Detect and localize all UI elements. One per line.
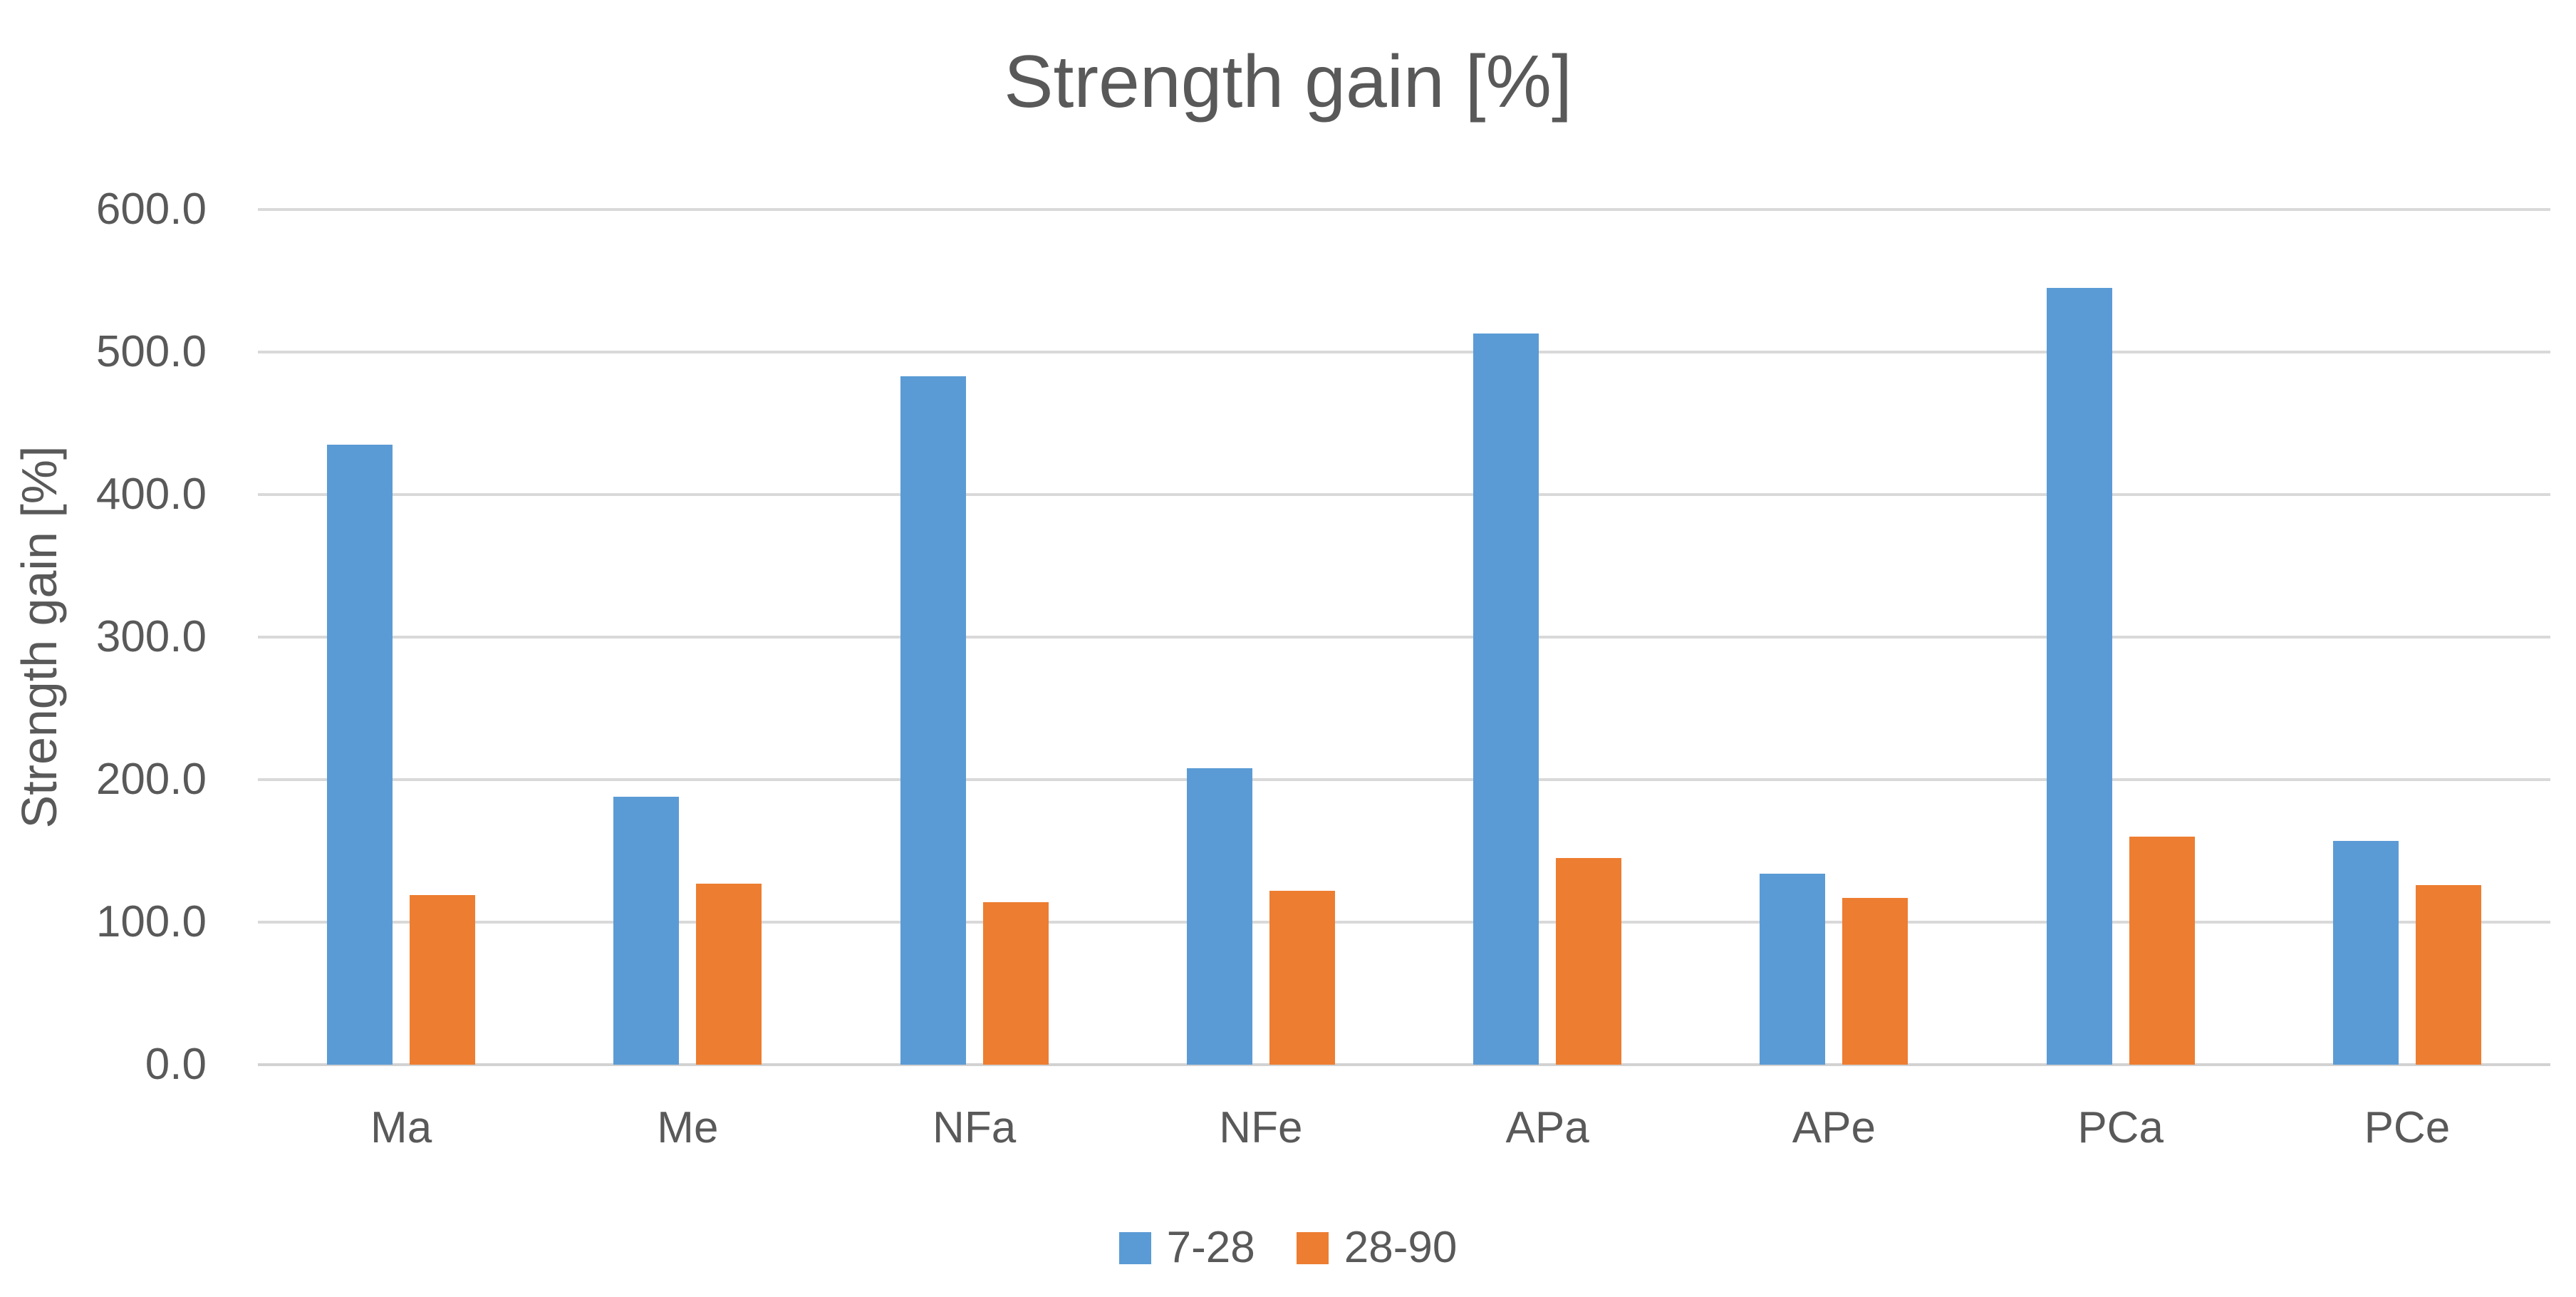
gridline-100: [258, 921, 2550, 924]
y-tick-label-0: 0.0: [145, 1040, 207, 1089]
bar-7-28-APa: [1473, 334, 1539, 1065]
bar-28-90-NFe: [1269, 891, 1335, 1065]
legend-label-7-28: 7-28: [1166, 1223, 1255, 1272]
gridline-0: [258, 1063, 2550, 1066]
x-category-label-PCe: PCe: [2364, 1103, 2451, 1152]
x-category-label-APa: APa: [1505, 1103, 1589, 1152]
legend-item-7-28: 7-28: [1118, 1223, 1255, 1273]
bar-7-28-APe: [1760, 874, 1826, 1065]
bar-28-90-Me: [696, 884, 762, 1065]
legend: 7-28 28-90: [0, 1223, 2576, 1273]
bar-7-28-PCe: [2332, 841, 2399, 1065]
chart-title: Strength gain [%]: [1004, 41, 1572, 123]
gridline-200: [258, 778, 2550, 781]
bar-28-90-APa: [1556, 858, 1622, 1065]
x-category-label-NFe: NFe: [1219, 1103, 1303, 1152]
y-tick-label-600: 600.0: [95, 185, 207, 234]
y-tick-label-100: 100.0: [95, 897, 207, 946]
legend-label-28-90: 28-90: [1344, 1223, 1458, 1272]
y-tick-label-500: 500.0: [95, 327, 207, 376]
x-category-label-APe: APe: [1792, 1103, 1876, 1152]
y-tick-label-400: 400.0: [95, 470, 207, 519]
x-axis-category-labels: Ma Me NFa NFe APa APe PCa PCe: [258, 1103, 2550, 1160]
gridline-600: [258, 208, 2550, 211]
legend-swatch-28-90: [1296, 1231, 1329, 1264]
bar-28-90-APe: [1842, 898, 1908, 1065]
gridline-400: [258, 493, 2550, 496]
x-category-label-PCa: PCa: [2077, 1103, 2164, 1152]
gridline-500: [258, 351, 2550, 353]
bar-28-90-NFa: [982, 902, 1049, 1065]
legend-item-28-90: 28-90: [1296, 1223, 1458, 1273]
bar-7-28-Ma: [327, 445, 393, 1065]
bar-7-28-NFe: [1186, 768, 1252, 1065]
bar-28-90-PCe: [2415, 885, 2481, 1065]
x-category-label-NFa: NFa: [933, 1103, 1017, 1152]
bar-7-28-PCa: [2046, 288, 2112, 1065]
y-tick-label-300: 300.0: [95, 612, 207, 661]
x-category-label-Me: Me: [657, 1103, 719, 1152]
y-tick-label-200: 200.0: [95, 755, 207, 804]
bar-7-28-Me: [613, 797, 680, 1065]
plot-area: [258, 208, 2550, 1066]
legend-swatch-7-28: [1118, 1231, 1151, 1264]
bar-28-90-Ma: [410, 895, 476, 1065]
bar-28-90-PCa: [2129, 837, 2195, 1065]
bar-7-28-NFa: [900, 376, 966, 1065]
y-axis-tick-labels: 0.0 100.0 200.0 300.0 400.0 500.0 600.0: [0, 185, 207, 1089]
gridline-300: [258, 636, 2550, 639]
x-category-label-Ma: Ma: [370, 1103, 432, 1152]
